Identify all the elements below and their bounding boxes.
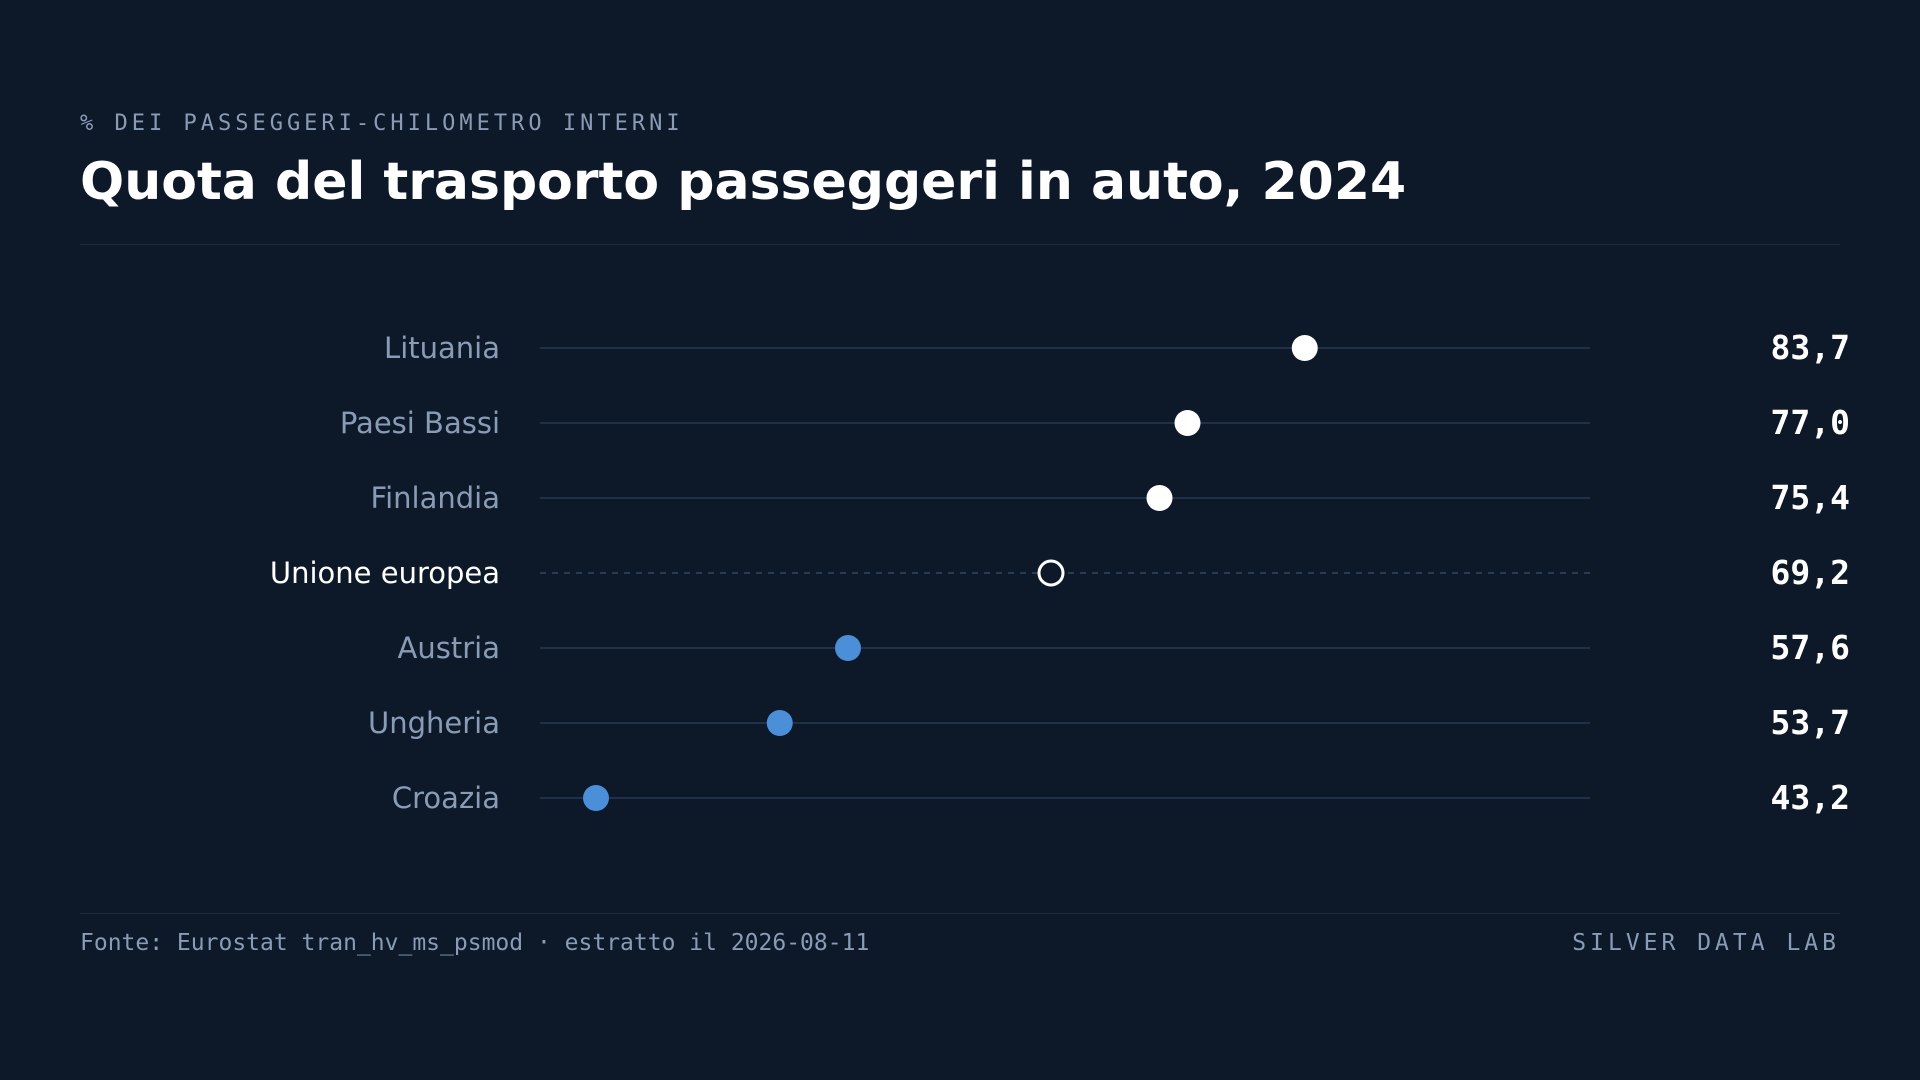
data-point bbox=[1146, 485, 1173, 511]
data-point bbox=[766, 710, 793, 736]
brand-label: SILVER DATA LAB bbox=[1572, 930, 1840, 956]
reference-dot bbox=[1037, 559, 1065, 587]
data-point bbox=[1291, 335, 1318, 361]
value-label: 43,2 bbox=[1771, 778, 1850, 817]
data-point bbox=[835, 635, 861, 661]
value-label: 77,0 bbox=[1771, 403, 1850, 442]
category-label: Ungheria bbox=[368, 706, 500, 740]
value-label: 53,7 bbox=[1771, 703, 1850, 742]
source-note: Fonte: Eurostat tran_hv_ms_psmod · estra… bbox=[80, 930, 870, 956]
value-label: 75,4 bbox=[1771, 478, 1850, 517]
category-label: Unione europea bbox=[270, 556, 500, 590]
value-label: 57,6 bbox=[1771, 628, 1850, 667]
category-label: Austria bbox=[398, 631, 500, 665]
category-label: Finlandia bbox=[371, 481, 500, 515]
category-label: Lituania bbox=[384, 331, 500, 365]
data-point bbox=[1174, 410, 1201, 436]
chart-title: Quota del trasporto passeggeri in auto, … bbox=[80, 152, 1407, 212]
value-label: 83,7 bbox=[1771, 328, 1850, 367]
header-divider bbox=[80, 244, 1840, 245]
category-label: Paesi Bassi bbox=[340, 406, 500, 440]
category-label: Croazia bbox=[392, 781, 500, 815]
footer-divider bbox=[80, 913, 1840, 914]
data-point bbox=[583, 785, 609, 811]
chart-subtitle: % DEI PASSEGGERI-CHILOMETRO INTERNI bbox=[80, 111, 684, 136]
value-label: 69,2 bbox=[1771, 553, 1850, 592]
